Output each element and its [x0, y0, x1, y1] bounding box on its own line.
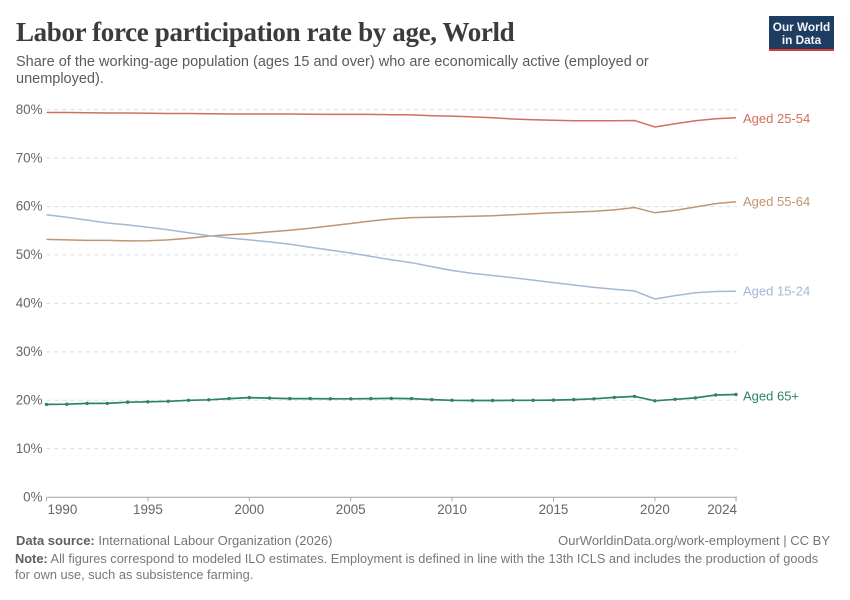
svg-text:20%: 20%: [16, 393, 43, 408]
svg-text:2010: 2010: [437, 502, 467, 517]
svg-text:Aged 15-24: Aged 15-24: [743, 284, 810, 299]
svg-text:30%: 30%: [16, 344, 43, 359]
svg-text:Aged 55-64: Aged 55-64: [743, 194, 810, 209]
svg-text:10%: 10%: [16, 441, 43, 456]
svg-text:40%: 40%: [16, 296, 43, 311]
svg-text:50%: 50%: [16, 247, 43, 262]
svg-text:70%: 70%: [16, 150, 43, 165]
svg-text:60%: 60%: [16, 199, 43, 214]
svg-text:80%: 80%: [16, 102, 43, 117]
svg-text:0%: 0%: [23, 489, 42, 504]
svg-text:1995: 1995: [133, 502, 163, 517]
svg-text:Aged 65+: Aged 65+: [743, 389, 799, 404]
svg-text:2024: 2024: [707, 502, 737, 517]
svg-text:Aged 25-54: Aged 25-54: [743, 111, 810, 126]
svg-text:2020: 2020: [640, 502, 670, 517]
svg-text:2015: 2015: [539, 502, 569, 517]
svg-text:1990: 1990: [48, 502, 78, 517]
svg-text:2000: 2000: [234, 502, 264, 517]
svg-text:2005: 2005: [336, 502, 366, 517]
